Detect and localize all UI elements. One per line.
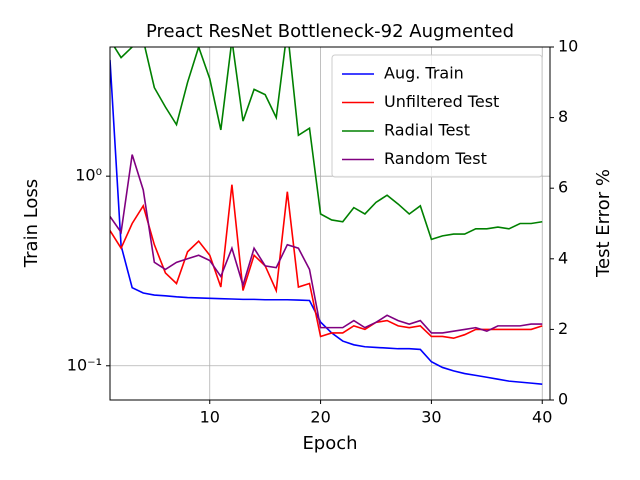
y2-tick-label: 0 [558,390,568,409]
line-series [110,184,543,340]
x-tick-label: 10 [200,408,220,427]
x-axis-label: Epoch [302,433,357,454]
legend-label: Unfiltered Test [384,92,499,111]
legend-box [331,54,543,178]
x-tick-label: 30 [421,408,441,427]
line-series [113,47,543,241]
y-tick-label: 10⁰ [75,166,102,185]
chart-title: Preact ResNet Bottleneck-92 Augmented [146,21,514,42]
y2-tick-label: 4 [558,248,568,267]
y2-tick-label: 10 [558,37,578,56]
legend-label: Random Test [384,149,487,168]
y-tick-label: 10⁻¹ [67,355,102,374]
y2-tick-label: 8 [558,107,568,126]
line-series [110,154,543,334]
plot-frame [109,46,551,401]
legend-label: Radial Test [384,121,470,140]
y2-tick-label: 2 [558,319,568,338]
x-tick-label: 20 [310,408,330,427]
x-tick-label: 40 [532,408,552,427]
legend: Aug. Train Unfiltered Test Radial Test Rand… [331,54,543,178]
y2-axis-label: Test Error % [593,169,614,278]
legend-label: Aug. Train [384,64,464,83]
y2-tick-label: 6 [558,178,568,197]
y-axis-label: Train Loss [21,179,42,268]
